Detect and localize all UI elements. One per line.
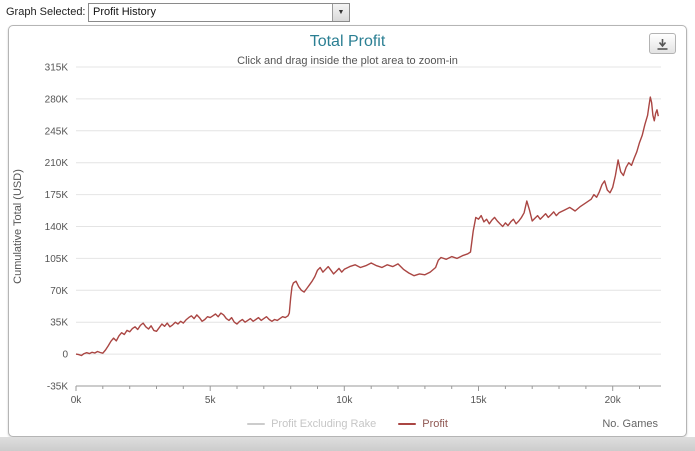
y-tick-label: -35K xyxy=(47,382,68,393)
series-line[interactable] xyxy=(75,96,659,357)
legend-line-swatch xyxy=(247,423,266,425)
chart-title: Total Profit xyxy=(309,33,386,50)
y-tick-label: 0 xyxy=(62,350,68,361)
x-tick-label: 5k xyxy=(205,395,217,406)
y-tick-label: 175K xyxy=(45,190,69,201)
graph-type-dropdown[interactable]: Profit History ▼ xyxy=(88,3,350,22)
profit-chart-svg[interactable]: -35K 0 35K 70K 105K 140K 175K 210K 245K 280K 315K 0… xyxy=(9,26,688,438)
download-icon xyxy=(657,39,668,50)
bottom-strip xyxy=(0,437,695,451)
legend-item[interactable]: Profit xyxy=(398,418,448,430)
y-tick-label: 70K xyxy=(50,286,68,297)
y-axis-title: Cumulative Total (USD) xyxy=(12,169,24,284)
chart-panel: Total Profit Click and drag inside the p… xyxy=(8,25,687,437)
chart-subtitle: Click and drag inside the plot area to z… xyxy=(237,55,458,67)
x-tick-label: 20k xyxy=(605,395,622,406)
x-tick-label: 0k xyxy=(71,395,83,406)
y-tick-label: 315K xyxy=(45,63,69,74)
legend-label: Profit Excluding Rake xyxy=(271,418,377,430)
legend-item[interactable]: Profit Excluding Rake xyxy=(247,418,376,430)
legend-label: Profit xyxy=(422,418,448,430)
chevron-down-icon[interactable]: ▼ xyxy=(332,4,349,21)
y-tick-label: 245K xyxy=(45,126,69,137)
legend-line-swatch xyxy=(398,423,417,425)
y-tick-label: 280K xyxy=(45,94,69,105)
y-tick-label: 35K xyxy=(50,318,68,329)
graph-selected-label: Graph Selected: xyxy=(6,6,86,18)
x-tick-label: 10k xyxy=(336,395,353,406)
y-tick-label: 210K xyxy=(45,158,69,169)
top-toolbar: Graph Selected: Profit History ▼ xyxy=(0,0,695,25)
chart-legend: Profit Excluding Rake Profit xyxy=(9,416,686,432)
y-tick-label: 105K xyxy=(45,254,69,265)
export-button[interactable] xyxy=(649,33,676,54)
x-axis-title: No. Games xyxy=(602,418,658,430)
x-tick-label: 15k xyxy=(470,395,487,406)
y-tick-label: 140K xyxy=(45,222,69,233)
graph-type-dropdown-value: Profit History xyxy=(93,6,156,18)
